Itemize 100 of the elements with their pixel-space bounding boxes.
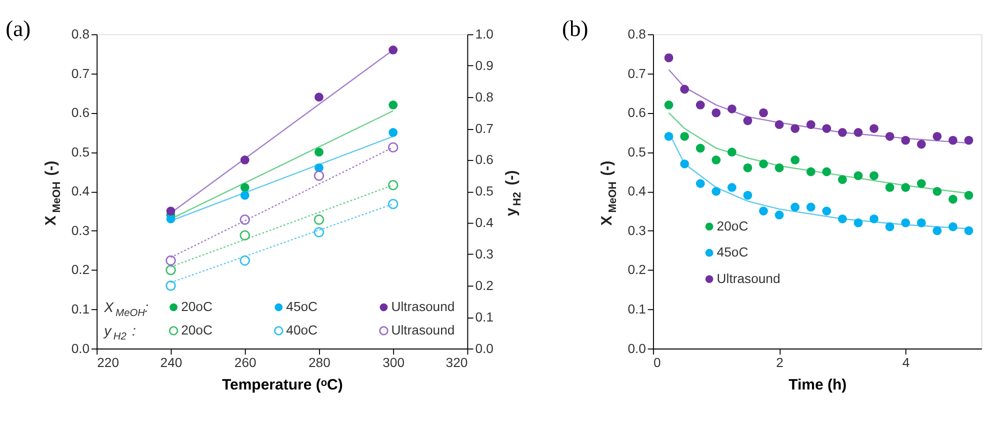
y-tick-label: 0.1 (71, 301, 90, 316)
point (743, 190, 752, 200)
y-tick-label: 0.7 (628, 66, 646, 81)
point (759, 206, 768, 216)
point (790, 156, 800, 164)
point (790, 124, 800, 133)
point (964, 226, 974, 236)
x-tick-label: 260 (234, 354, 256, 370)
point (712, 156, 721, 164)
y-tick-label: 0.8 (71, 26, 90, 42)
point (759, 108, 768, 118)
x-tick-label: 220 (97, 354, 120, 370)
point (916, 218, 926, 228)
point (885, 183, 894, 192)
y-tick-label: 0.6 (71, 105, 90, 120)
y2-tick-label: 0.2 (475, 278, 494, 293)
point (774, 163, 784, 172)
point (932, 186, 942, 196)
point (743, 116, 752, 126)
point (948, 136, 958, 145)
legend-label: Ultrasound (716, 270, 780, 286)
point (854, 171, 863, 180)
point (696, 144, 705, 153)
y2-tick-label: 0.5 (475, 184, 494, 199)
point (901, 183, 910, 192)
point (774, 120, 784, 130)
legend-label: 20oC (181, 299, 212, 314)
y-tick-label: 0.4 (628, 184, 646, 199)
y-tick-label: 0.6 (628, 105, 646, 120)
point (790, 202, 800, 212)
y2-tick-label: 0.8 (475, 89, 494, 104)
point (727, 104, 736, 114)
point (822, 206, 832, 216)
point (759, 159, 768, 168)
x-tick-label: 2 (776, 354, 784, 370)
x-axis-title: Temperature (ᵒC) (222, 376, 343, 394)
legend-label: Ultrasound (391, 299, 455, 314)
point (870, 214, 878, 224)
y2-axis-title: yH2 (-) (503, 170, 524, 216)
y2-tick-label: 0.9 (475, 58, 494, 73)
point (696, 100, 705, 110)
point (712, 186, 721, 196)
point (712, 108, 721, 118)
point (806, 167, 816, 176)
y2-tick-label: 0.6 (475, 152, 494, 168)
chart-title: (b) (562, 16, 588, 42)
y-tick-label: 0.2 (71, 262, 90, 278)
legend-label: 40oC (286, 322, 318, 338)
point (696, 179, 705, 188)
point (774, 210, 784, 220)
y-tick-label: 0.5 (71, 144, 90, 160)
y-tick-label: 0.7 (71, 66, 90, 81)
y-tick-label: 0.8 (628, 26, 646, 42)
point (680, 159, 690, 168)
x-tick-label: 300 (382, 354, 405, 370)
y-tick-label: 0.4 (71, 184, 90, 199)
y-tick-label: 0.0 (628, 340, 646, 356)
point (916, 140, 926, 149)
y2-tick-label: 1.0 (475, 26, 494, 42)
point (806, 120, 816, 130)
point (680, 132, 690, 141)
legend-label: 45oC (286, 299, 318, 314)
point (822, 167, 832, 176)
legend-label: 20oC (716, 218, 748, 234)
y2-tick-label: 0.4 (475, 215, 494, 230)
x-axis-title: Time (h) (788, 376, 847, 394)
point (870, 171, 878, 180)
point (948, 222, 958, 232)
y-tick-label: 0.5 (628, 144, 646, 160)
point (680, 84, 690, 94)
point (727, 148, 736, 157)
y-axis-title: XMeOH (-) (42, 160, 63, 226)
point (932, 132, 942, 141)
point (870, 124, 878, 133)
point (901, 218, 910, 228)
y2-tick-label: 0.0 (475, 340, 494, 356)
point (916, 179, 926, 188)
point (806, 202, 816, 212)
point (932, 226, 942, 236)
point (964, 136, 974, 145)
point (838, 175, 847, 184)
x-tick-label: 280 (308, 354, 330, 370)
y-tick-label: 0.3 (628, 222, 646, 238)
point (854, 128, 863, 137)
point (885, 132, 894, 141)
point (964, 190, 974, 200)
point (838, 128, 847, 137)
legend-label: Ultrasound (391, 322, 455, 338)
point (727, 183, 736, 192)
y-tick-label: 0.2 (628, 262, 646, 278)
x-tick-label: 320 (446, 354, 468, 370)
x-tick-label: 240 (160, 354, 182, 370)
x-tick-label: 0 (653, 354, 661, 370)
legend-label: 20oC (181, 322, 212, 338)
point (854, 218, 863, 228)
point (901, 136, 910, 145)
y-tick-label: 0.1 (628, 301, 646, 316)
point (743, 163, 752, 172)
point (885, 222, 894, 232)
point (664, 132, 674, 141)
